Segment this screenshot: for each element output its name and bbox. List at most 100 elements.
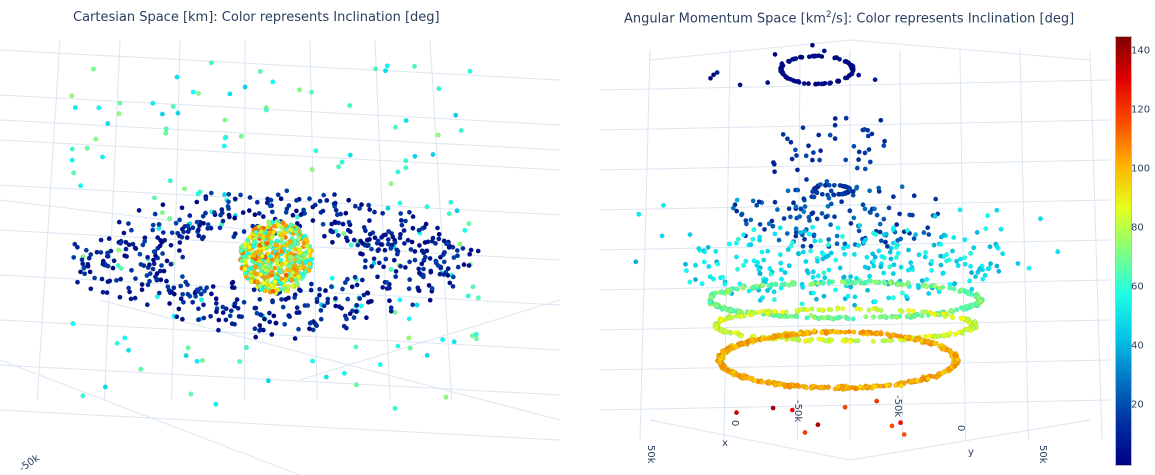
equatorial-point bbox=[253, 334, 259, 340]
equatorial-point bbox=[308, 320, 314, 326]
equatorial-point bbox=[366, 218, 372, 224]
cyan-band-point bbox=[861, 239, 867, 245]
outlier-point bbox=[687, 232, 693, 238]
equatorial-point bbox=[419, 261, 425, 267]
equatorial-point bbox=[113, 277, 119, 283]
equatorial-point bbox=[180, 299, 186, 305]
cartesian-title: Cartesian Space [km]: Color represents I… bbox=[73, 10, 440, 25]
core-point bbox=[262, 274, 268, 280]
core-point bbox=[275, 287, 281, 293]
halo-point bbox=[150, 100, 156, 106]
equatorial-point bbox=[234, 297, 240, 303]
mid-band-point bbox=[748, 217, 754, 223]
green-ring-point bbox=[906, 312, 912, 318]
equatorial-point bbox=[416, 242, 422, 248]
x-axis-tick: 50k bbox=[645, 445, 656, 464]
grid-line-h bbox=[600, 159, 1110, 171]
top-ring-point bbox=[818, 81, 824, 87]
equatorial-point bbox=[100, 261, 106, 267]
core-point bbox=[257, 242, 263, 248]
equatorial-point bbox=[386, 285, 392, 291]
equatorial-point bbox=[177, 217, 183, 223]
equatorial-point bbox=[344, 316, 350, 322]
halo-point bbox=[388, 181, 394, 187]
yellow-ring-point bbox=[971, 325, 977, 331]
y-axis-tick: 0 bbox=[955, 425, 966, 431]
equatorial-point bbox=[194, 287, 200, 293]
green-ring-point bbox=[889, 314, 895, 320]
grid-line-v bbox=[171, 39, 181, 401]
core-point bbox=[269, 282, 275, 288]
cyan-band-point bbox=[872, 254, 878, 260]
halo-point bbox=[373, 66, 379, 72]
cyan-band-point bbox=[820, 256, 826, 262]
cyan-band-point bbox=[923, 249, 929, 255]
equatorial-point bbox=[123, 239, 129, 245]
outlier-point bbox=[1038, 216, 1044, 222]
cyan-band-point bbox=[853, 275, 859, 281]
equatorial-point bbox=[421, 266, 427, 272]
equatorial-point bbox=[105, 279, 111, 285]
green-ring-point bbox=[708, 294, 714, 300]
mid-band-point bbox=[847, 208, 853, 214]
mid-band-point bbox=[776, 237, 782, 243]
orange-ring-point bbox=[762, 336, 768, 342]
cyan-band-point bbox=[888, 256, 894, 262]
mid-band-point bbox=[774, 207, 780, 213]
halo-point bbox=[93, 136, 99, 142]
equatorial-point bbox=[236, 313, 242, 319]
halo-point bbox=[465, 293, 471, 299]
cartesian-3d-scatter[interactable]: -50k bbox=[0, 0, 600, 475]
grid-line-box bbox=[649, 419, 851, 461]
equatorial-point bbox=[278, 196, 284, 202]
equatorial-point bbox=[271, 313, 277, 319]
mid-band-point bbox=[850, 188, 856, 194]
equatorial-point bbox=[80, 261, 86, 267]
equatorial-point bbox=[353, 309, 359, 315]
cyan-band-point bbox=[800, 284, 806, 290]
mid-band-point bbox=[909, 212, 915, 218]
equatorial-point bbox=[205, 221, 211, 227]
mid-band-point bbox=[860, 202, 866, 208]
column-point bbox=[805, 143, 811, 149]
orange-ring-point bbox=[734, 372, 740, 378]
green-ring-point bbox=[863, 314, 869, 320]
green-ring-point bbox=[804, 315, 810, 321]
halo-point bbox=[348, 242, 354, 248]
cyan-band-point bbox=[803, 259, 809, 265]
angular-momentum-3d-scatter[interactable]: 50k x 0 -50k -50k 0 y 50k bbox=[600, 0, 1110, 475]
halo-point bbox=[118, 265, 124, 271]
mid-band-point bbox=[856, 228, 862, 234]
mid-band-point bbox=[862, 206, 868, 212]
top-ring-point bbox=[801, 80, 807, 86]
equatorial-point bbox=[398, 210, 404, 216]
green-ring-point bbox=[895, 281, 901, 287]
grid-line-v bbox=[899, 49, 903, 441]
cyan-band-point bbox=[832, 287, 838, 293]
equatorial-point bbox=[256, 210, 262, 216]
equatorial-point bbox=[343, 325, 349, 331]
equatorial-point bbox=[171, 285, 177, 291]
core-point bbox=[293, 264, 299, 270]
cyan-band-point bbox=[733, 254, 739, 260]
equatorial-point bbox=[367, 231, 373, 237]
halo-point bbox=[412, 63, 418, 69]
cyan-band-point bbox=[876, 248, 882, 254]
angular-momentum-panel[interactable]: 50k x 0 -50k -50k 0 y 50k Angular Momentum Spac… bbox=[600, 0, 1110, 475]
cyan-band-point bbox=[857, 223, 863, 229]
mid-band-point bbox=[803, 176, 809, 182]
equatorial-point bbox=[343, 210, 349, 216]
mid-band-point bbox=[761, 226, 767, 232]
halo-point bbox=[353, 382, 359, 388]
halo-point bbox=[208, 60, 214, 66]
yellow-ring-point bbox=[965, 318, 971, 324]
equatorial-point bbox=[132, 245, 138, 251]
halo-point bbox=[170, 103, 176, 109]
mid-band-point bbox=[800, 243, 806, 249]
green-ring-point bbox=[905, 280, 911, 286]
mid-band-point bbox=[883, 239, 889, 245]
mid-band-point bbox=[933, 196, 939, 202]
cartesian-panel[interactable]: -50k Cartesian Space [km]: Color represe… bbox=[0, 0, 600, 475]
halo-point bbox=[270, 79, 276, 85]
grid-line-v bbox=[374, 39, 391, 401]
